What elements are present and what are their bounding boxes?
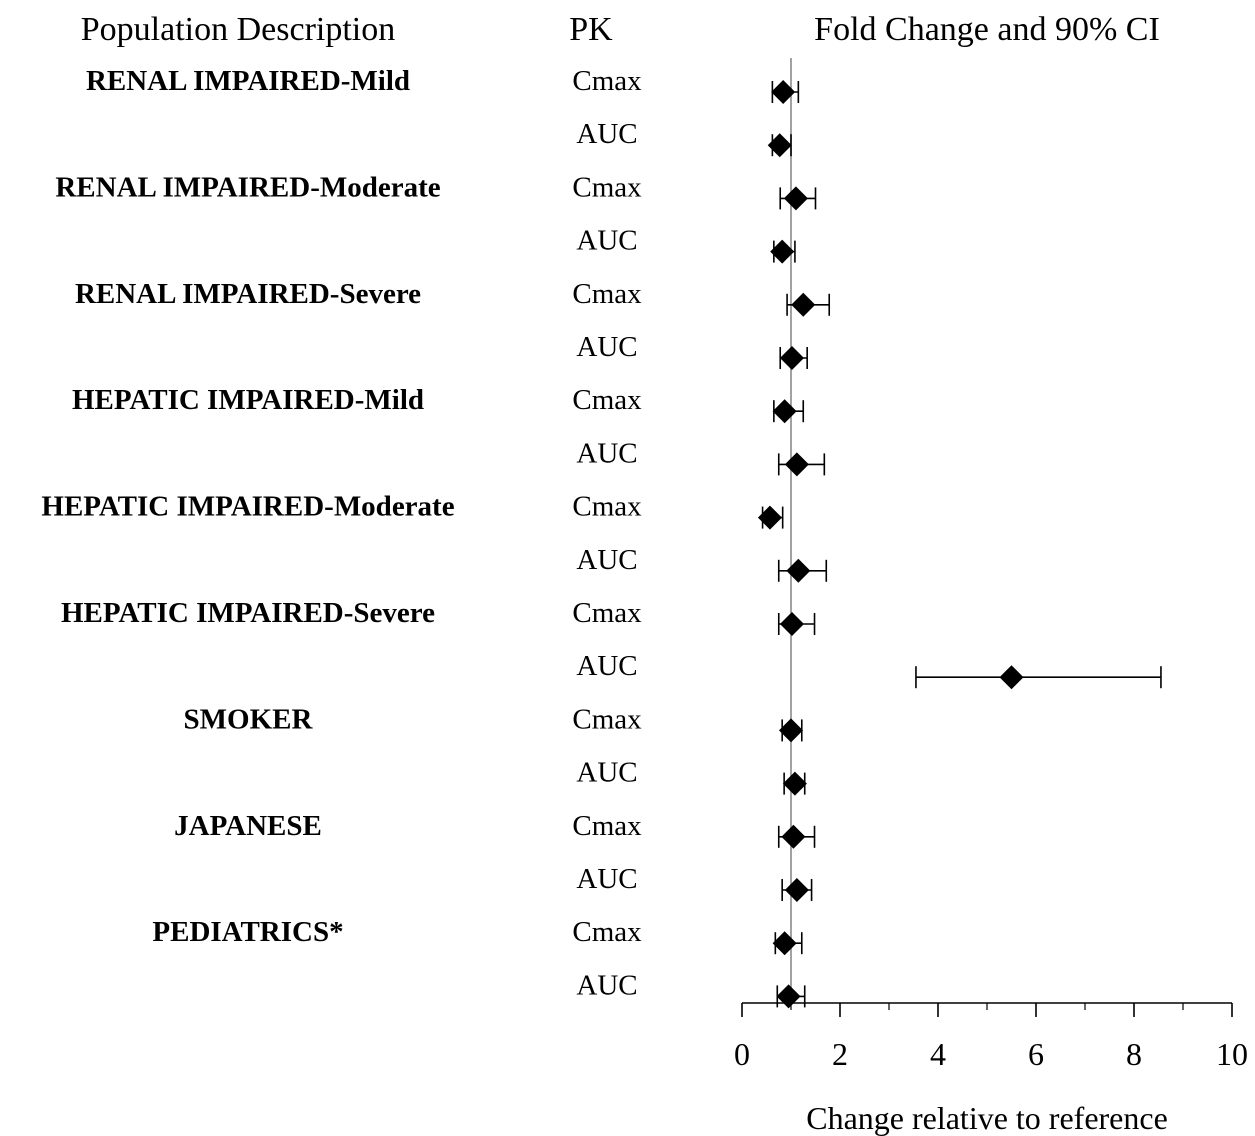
estimate-marker <box>770 239 795 264</box>
chart-title: Fold Change and 90% CI <box>814 11 1160 48</box>
ci-marks <box>757 80 1162 1009</box>
population-label: RENAL IMPAIRED-Moderate <box>55 171 440 203</box>
pk-label: AUC <box>576 650 637 682</box>
pk-label: AUC <box>576 437 637 469</box>
population-label: HEPATIC IMPAIRED-Severe <box>61 597 435 629</box>
estimate-marker <box>776 984 801 1009</box>
pk-label: Cmax <box>572 597 642 629</box>
x-axis-label: Change relative to reference <box>806 1100 1168 1136</box>
x-tick-label: 2 <box>832 1036 848 1072</box>
estimate-marker <box>772 931 797 956</box>
pk-label: Cmax <box>572 916 642 948</box>
estimate-marker <box>767 133 792 158</box>
estimate-marker <box>772 399 797 424</box>
estimate-marker <box>786 558 811 583</box>
x-axis: 0 2 4 6 8 10 <box>734 1002 1248 1072</box>
x-tick-label: 6 <box>1028 1036 1044 1072</box>
estimate-marker <box>771 80 796 104</box>
population-labels: RENAL IMPAIRED-Mild RENAL IMPAIRED-Modera… <box>41 65 454 948</box>
population-label: RENAL IMPAIRED-Mild <box>86 65 410 97</box>
pk-label: AUC <box>576 118 637 150</box>
pk-column-header: PK <box>569 11 613 48</box>
pk-label: AUC <box>576 969 637 1001</box>
pk-label: AUC <box>576 863 637 895</box>
pk-labels: Cmax AUC Cmax AUC Cmax AUC Cmax AUC Cmax AUC Cmax A… <box>572 65 642 1001</box>
estimate-marker <box>782 771 807 796</box>
estimate-marker <box>784 452 809 477</box>
x-tick-label: 0 <box>734 1036 750 1072</box>
x-tick-label: 4 <box>930 1036 946 1072</box>
estimate-marker <box>999 665 1024 690</box>
population-label: PEDIATRICS* <box>152 916 343 948</box>
pk-label: Cmax <box>572 278 642 310</box>
pk-label: Cmax <box>572 171 642 203</box>
pk-label: AUC <box>576 331 637 363</box>
pk-label: Cmax <box>572 703 642 735</box>
population-label: JAPANESE <box>174 810 322 842</box>
population-label: HEPATIC IMPAIRED-Mild <box>72 384 424 416</box>
estimate-marker <box>779 346 804 370</box>
estimate-marker <box>791 292 816 317</box>
estimate-marker <box>784 878 809 902</box>
estimate-marker <box>781 824 806 849</box>
population-label: HEPATIC IMPAIRED-Moderate <box>41 491 454 523</box>
population-column-header: Population Description <box>81 11 395 48</box>
pk-label: Cmax <box>572 65 642 97</box>
x-tick-label: 8 <box>1126 1036 1142 1072</box>
pk-label: AUC <box>576 544 637 576</box>
x-tick-label: 10 <box>1216 1036 1248 1072</box>
pk-label: AUC <box>576 757 637 789</box>
pk-label: Cmax <box>572 384 642 416</box>
pk-label: Cmax <box>572 491 642 523</box>
estimate-marker <box>779 718 803 743</box>
pk-label: AUC <box>576 225 637 257</box>
population-label: SMOKER <box>184 703 314 735</box>
estimate-marker <box>779 612 804 636</box>
estimate-marker <box>783 186 808 211</box>
estimate-marker <box>757 505 782 530</box>
pk-label: Cmax <box>572 810 642 842</box>
population-label: RENAL IMPAIRED-Severe <box>75 278 421 310</box>
